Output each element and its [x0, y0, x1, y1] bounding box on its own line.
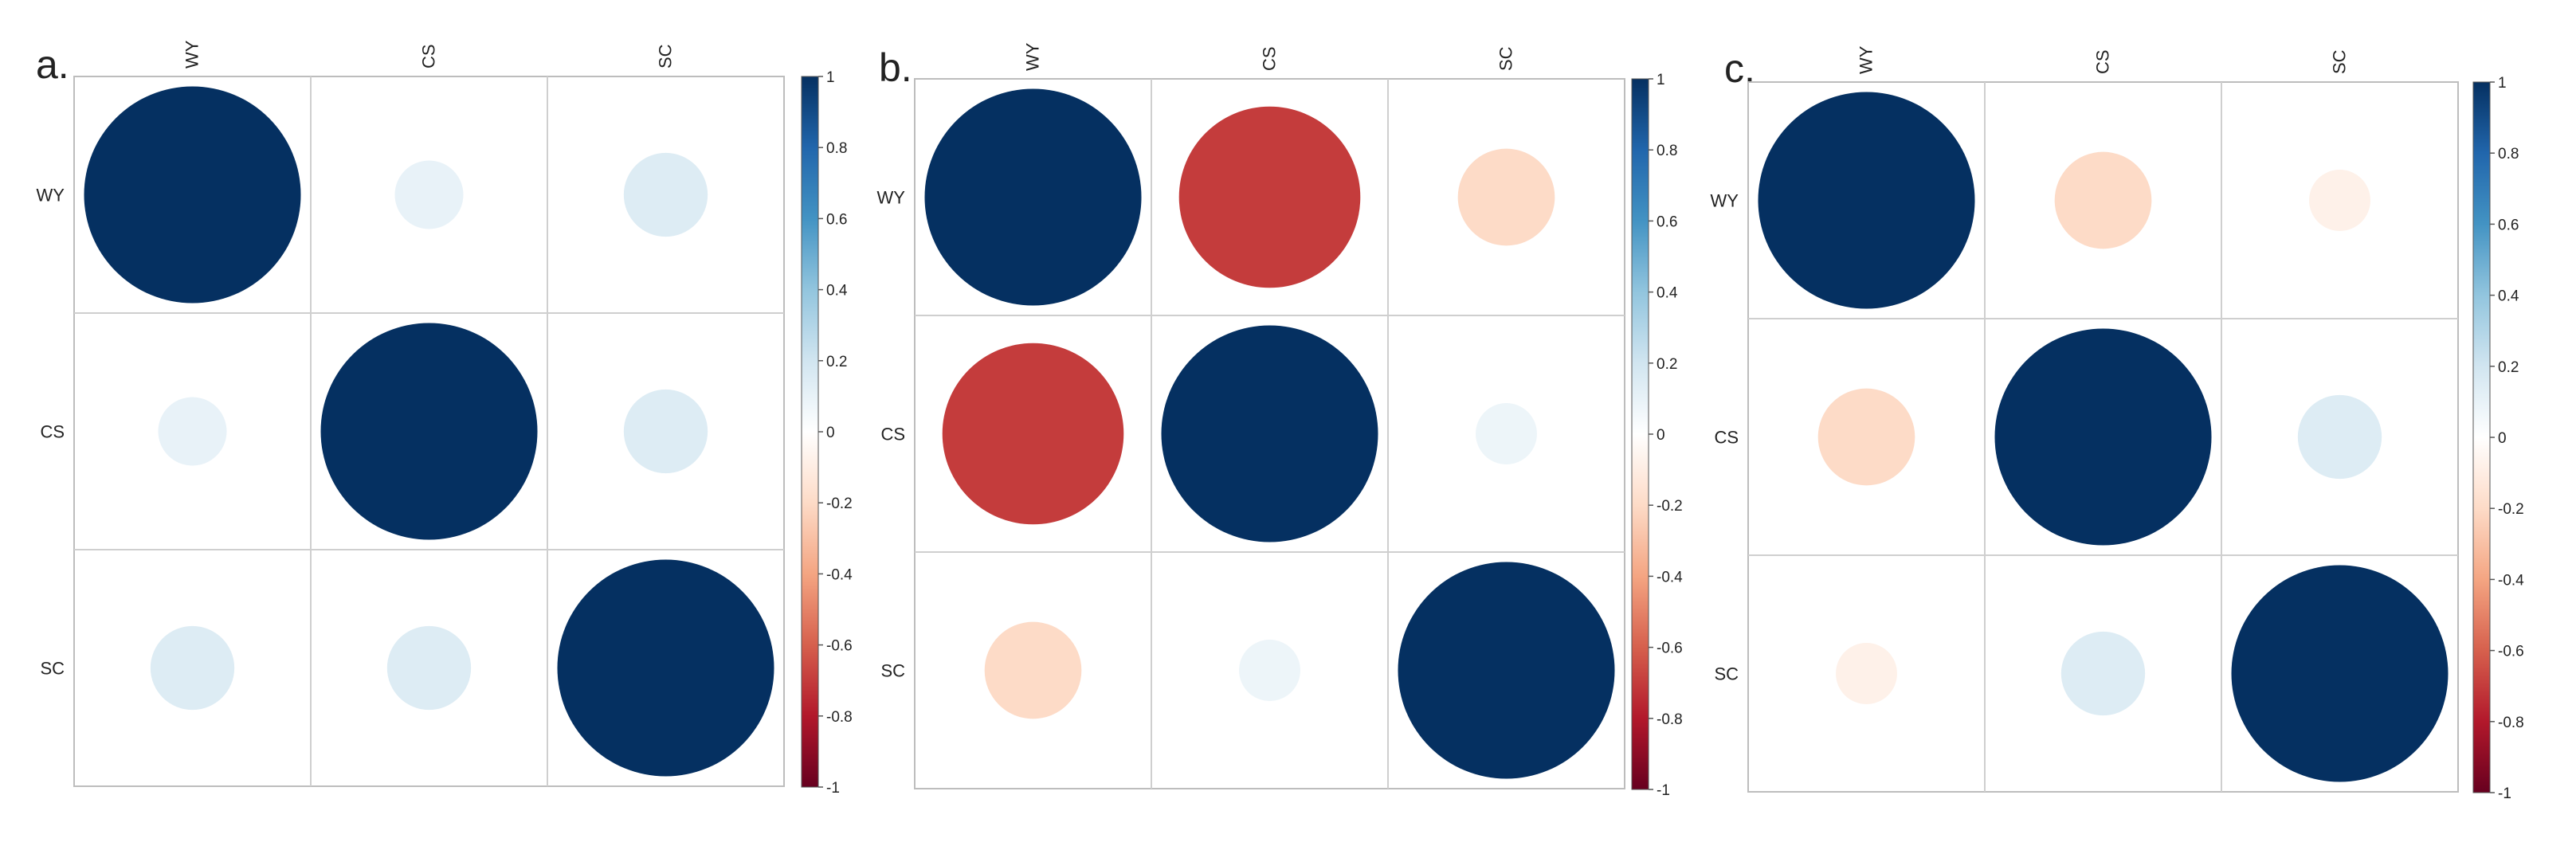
colorbar-tick-label: 0 — [1657, 427, 1665, 444]
colorbar-gradient — [1632, 79, 1649, 789]
row-label-sc: SC — [880, 661, 905, 681]
colorbar-tick-label: 0.4 — [2498, 288, 2519, 305]
correlation-circle-cs-wy — [158, 397, 227, 466]
colorbar-tick-label: -1 — [826, 780, 840, 797]
correlation-circle-sc-wy — [1836, 643, 1897, 704]
colorbar-tick-label: -1 — [2498, 785, 2511, 802]
column-label-cs: CS — [2093, 49, 2113, 74]
grid-frame — [1747, 81, 2459, 793]
grid-frame — [914, 78, 1625, 789]
correlation-circle-wy-sc — [2309, 170, 2370, 231]
row-label-wy: WY — [37, 186, 65, 206]
row-label-cs: CS — [880, 425, 905, 445]
column-label-wy: WY — [1023, 42, 1043, 71]
correlation-circle-sc-cs — [386, 625, 472, 711]
column-label-cs: CS — [419, 44, 439, 69]
column-label-wy: WY — [182, 40, 202, 69]
correlation-panels: a. WY CS SC WY CS SC 1 0.8 0.6 0.4 0.2 0 -0.2 -0.4 -0.6… — [36, 40, 2524, 802]
correlation-circle-wy-wy — [1758, 92, 1975, 309]
correlation-circle-cs-sc — [623, 389, 708, 474]
correlation-circle-wy-sc — [1457, 148, 1555, 246]
row-label-sc: SC — [40, 659, 65, 679]
colorbar-tick-label: 0 — [2498, 430, 2507, 447]
correlation-circle-wy-wy — [924, 88, 1142, 306]
panel-1: b. WY CS SC WY CS SC 1 0.8 0.6 0.4 0.2 0 -0.2 -0.4 -0.6… — [877, 42, 1684, 799]
correlation-circle-sc-sc — [1398, 562, 1615, 779]
correlation-circle-sc-sc — [557, 559, 774, 777]
column-label-cs: CS — [1260, 46, 1280, 71]
row-label-wy: WY — [1711, 191, 1739, 211]
column-label-wy: WY — [1857, 45, 1876, 74]
colorbar-tick-label: 0.8 — [2498, 146, 2519, 163]
correlation-circle-wy-wy — [84, 86, 301, 304]
colorbar-tick-label: -0.2 — [826, 495, 853, 512]
colorbar-tick-label: -0.6 — [2498, 644, 2524, 660]
panel-label: c. — [1724, 46, 1755, 91]
correlation-circle-sc-cs — [1239, 640, 1300, 701]
colorbar-tick-label: 0.2 — [1657, 356, 1677, 373]
panel-0: a. WY CS SC WY CS SC 1 0.8 0.6 0.4 0.2 0 -0.2 -0.4 -0.6… — [36, 40, 853, 797]
correlation-circle-wy-cs — [2054, 151, 2152, 249]
colorbar-tick-label: 0.2 — [2498, 359, 2519, 376]
colorbar-tick-label: -0.8 — [2498, 715, 2524, 731]
correlation-circle-cs-wy — [1817, 388, 1915, 486]
colorbar-tick-label: -0.8 — [826, 709, 853, 726]
colorbar-tick-label: -0.4 — [2498, 572, 2524, 589]
colorbar-tick-label: 0.2 — [826, 354, 847, 370]
colorbar-tick-label: 0.6 — [2498, 217, 2519, 233]
correlation-circle-cs-cs — [320, 323, 538, 540]
colorbar-tick-label: -0.4 — [826, 566, 853, 583]
colorbar-tick-label: -0.2 — [2498, 501, 2524, 518]
colorbar-tick-label: 0.6 — [826, 211, 847, 228]
colorbar-tick-label: -0.4 — [1657, 569, 1683, 586]
panel-label: b. — [879, 45, 912, 90]
colorbar: 1 0.8 0.6 0.4 0.2 0 -0.2 -0.4 -0.6 -0.8 -1 — [1631, 72, 1683, 799]
panel-label: a. — [36, 42, 69, 87]
colorbar-tick-label: 1 — [1657, 72, 1665, 88]
correlation-circle-sc-sc — [2231, 565, 2449, 782]
correlation-circle-sc-wy — [150, 625, 235, 711]
correlation-circle-cs-sc — [1476, 403, 1537, 464]
row-label-cs: CS — [1714, 428, 1739, 448]
colorbar-tick-label: -1 — [1657, 782, 1670, 799]
colorbar: 1 0.8 0.6 0.4 0.2 0 -0.2 -0.4 -0.6 -0.8 -1 — [2472, 75, 2524, 802]
colorbar-tick-label: 1 — [2498, 75, 2507, 92]
colorbar: 1 0.8 0.6 0.4 0.2 0 -0.2 -0.4 -0.6 -0.8 -1 — [801, 69, 853, 797]
colorbar-tick-label: 0.8 — [1657, 143, 1677, 159]
colorbar-tick-label: 0.4 — [1657, 285, 1678, 302]
row-label-cs: CS — [40, 422, 65, 442]
column-label-sc: SC — [1496, 46, 1516, 71]
colorbar-gradient — [2473, 82, 2490, 793]
colorbar-tick-label: -0.6 — [826, 638, 853, 655]
row-label-sc: SC — [1714, 664, 1739, 684]
colorbar-tick-label: 0.4 — [826, 283, 848, 300]
correlation-circle-sc-wy — [984, 621, 1082, 719]
colorbar-tick-label: 0.6 — [1657, 213, 1677, 230]
colorbar-tick-label: -0.8 — [1657, 711, 1683, 728]
correlation-circle-wy-cs — [394, 160, 464, 229]
colorbar-tick-label: -0.6 — [1657, 640, 1683, 657]
colorbar-tick-label: 0 — [826, 425, 835, 441]
panel-2: c. WY CS SC WY CS SC 1 0.8 0.6 0.4 0.2 0 -0.2 -0.4 -0.6… — [1711, 45, 2525, 802]
column-label-sc: SC — [2330, 49, 2350, 74]
correlation-circle-cs-wy — [942, 343, 1124, 525]
colorbar-gradient — [802, 76, 818, 787]
row-label-wy: WY — [877, 188, 906, 208]
colorbar-tick-label: -0.2 — [1657, 498, 1683, 515]
correlation-circle-sc-cs — [2060, 631, 2146, 716]
correlation-circle-wy-sc — [623, 152, 708, 237]
correlation-circle-cs-sc — [2297, 394, 2382, 480]
correlation-circle-cs-cs — [1994, 328, 2212, 546]
colorbar-tick-label: 0.8 — [826, 140, 847, 157]
correlation-circle-cs-cs — [1161, 325, 1378, 542]
column-label-sc: SC — [656, 44, 676, 69]
colorbar-tick-label: 1 — [826, 69, 835, 86]
correlation-circle-wy-cs — [1178, 106, 1361, 288]
grid-frame — [73, 76, 785, 787]
